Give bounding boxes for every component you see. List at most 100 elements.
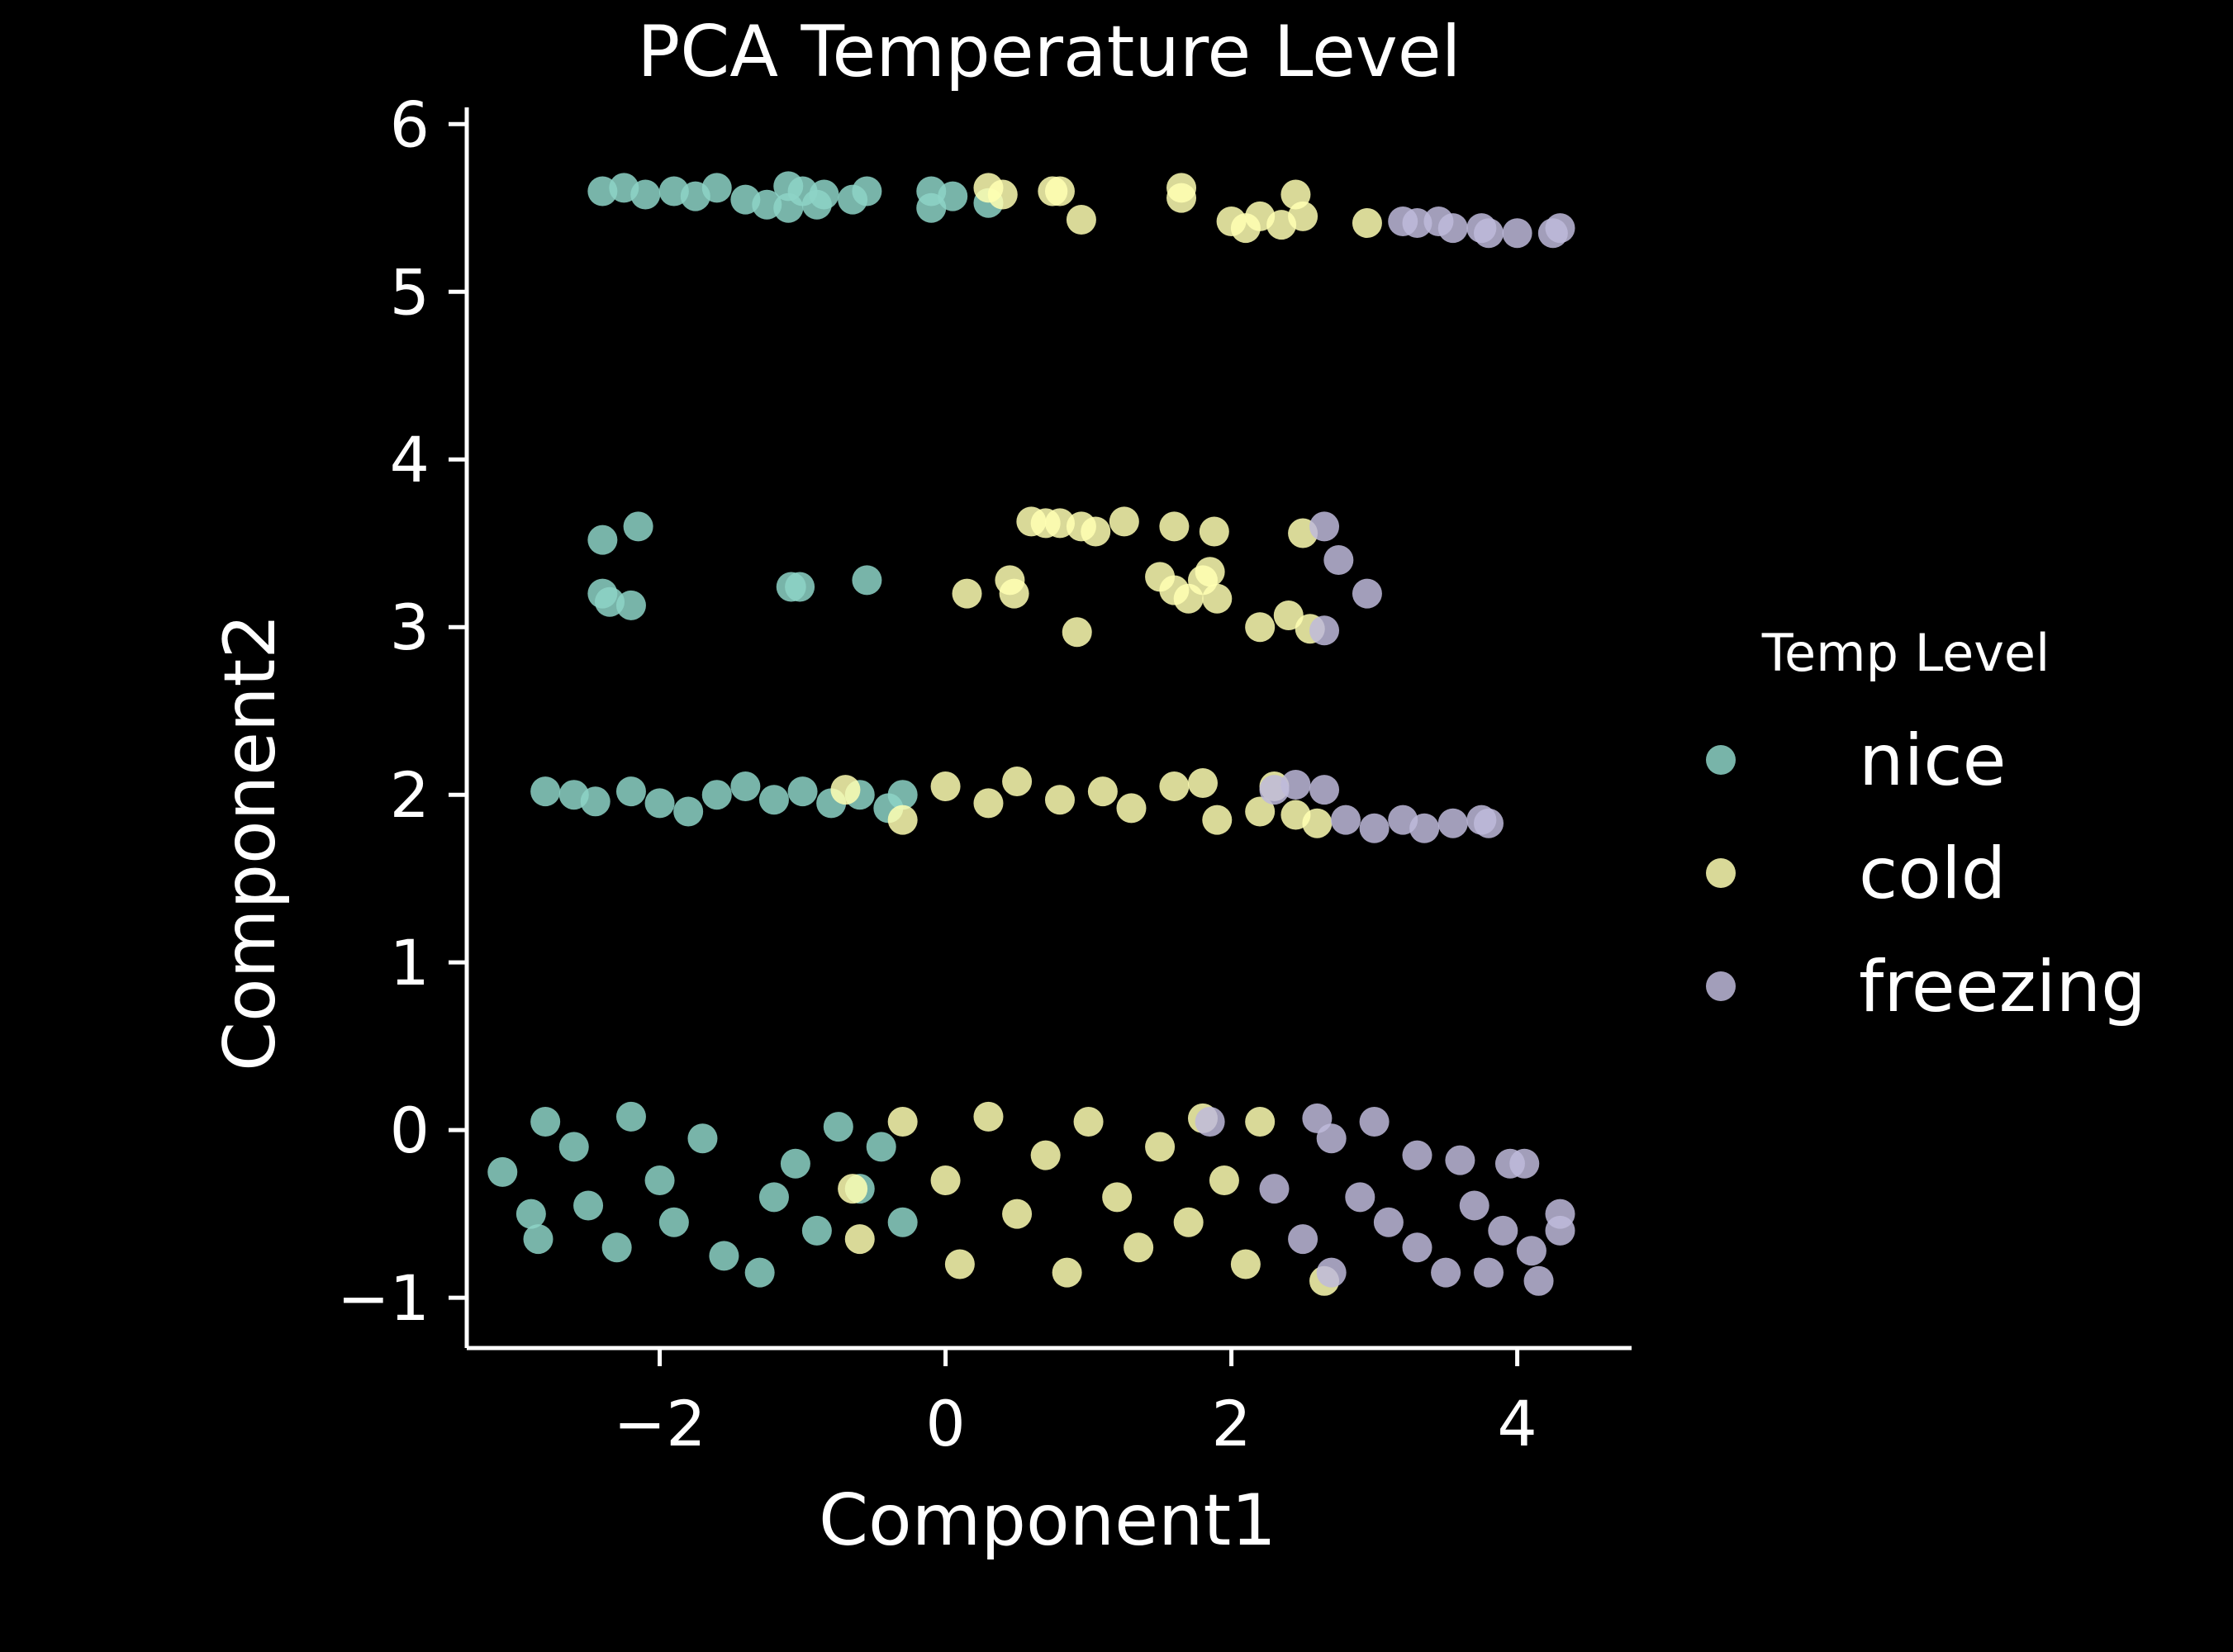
data-point-nice xyxy=(530,1106,561,1137)
data-point-freezing xyxy=(1323,545,1354,576)
data-point-nice xyxy=(601,1232,632,1263)
data-point-cold xyxy=(1195,557,1225,587)
data-point-cold xyxy=(1352,208,1382,239)
data-point-freezing xyxy=(1516,1236,1546,1266)
data-point-cold xyxy=(844,1224,875,1255)
data-point-cold xyxy=(1052,1257,1082,1288)
data-point-freezing xyxy=(1545,1215,1575,1246)
data-point-cold xyxy=(930,771,961,802)
y-tick-label: 3 xyxy=(390,591,430,664)
ticks: −1 0 1 2 3 4 5 6 −2 0 2 4 xyxy=(337,88,1537,1460)
data-point-cold xyxy=(1245,796,1276,827)
data-point-cold xyxy=(1245,1106,1276,1137)
data-point-freezing xyxy=(1373,1207,1404,1237)
data-point-nice xyxy=(744,1257,775,1288)
data-point-freezing xyxy=(1316,1257,1347,1288)
data-point-freezing xyxy=(1280,770,1311,800)
data-point-cold xyxy=(1073,1106,1104,1137)
legend-label-nice: nice xyxy=(1859,719,2007,802)
data-point-freezing xyxy=(1345,1182,1375,1213)
legend-marker-nice xyxy=(1706,745,1736,775)
data-point-freezing xyxy=(1431,1257,1461,1288)
data-point-nice xyxy=(644,788,675,819)
data-point-freezing xyxy=(1459,1190,1489,1221)
series-nice xyxy=(487,171,1004,1288)
data-point-freezing xyxy=(1359,813,1390,843)
data-point-nice xyxy=(801,189,832,220)
data-point-nice xyxy=(801,1215,832,1246)
data-point-freezing xyxy=(1473,218,1504,249)
data-point-nice xyxy=(615,1101,646,1132)
series-freezing xyxy=(1195,206,1575,1296)
data-point-freezing xyxy=(1309,511,1340,542)
legend-items: nice cold freezing xyxy=(1706,719,2146,1028)
data-point-cold xyxy=(838,1174,868,1204)
data-point-nice xyxy=(580,786,611,817)
data-point-cold xyxy=(1187,767,1218,798)
data-point-cold xyxy=(973,788,1004,819)
data-point-nice xyxy=(758,1182,789,1213)
data-point-nice xyxy=(887,1207,918,1237)
y-tick-label: 2 xyxy=(390,758,430,832)
data-point-freezing xyxy=(1359,1106,1390,1137)
x-tick-label: 0 xyxy=(925,1387,965,1460)
data-point-cold xyxy=(830,775,861,805)
data-point-freezing xyxy=(1473,1257,1504,1288)
data-point-freezing xyxy=(1545,213,1575,244)
x-tick-label: 2 xyxy=(1211,1387,1251,1460)
data-point-cold xyxy=(887,805,918,835)
data-point-cold xyxy=(1166,183,1197,213)
data-point-freezing xyxy=(1523,1265,1554,1296)
data-point-nice xyxy=(787,776,818,807)
data-point-cold xyxy=(1081,516,1111,547)
data-point-nice xyxy=(515,1199,546,1229)
data-point-nice xyxy=(701,173,732,203)
data-point-nice xyxy=(823,1112,853,1142)
data-point-nice xyxy=(916,192,947,223)
data-point-freezing xyxy=(1473,808,1504,838)
data-point-nice xyxy=(687,1123,718,1154)
data-point-cold xyxy=(1173,1207,1204,1237)
data-point-cold xyxy=(987,179,1018,210)
x-tick-label: 4 xyxy=(1497,1387,1537,1460)
data-point-freezing xyxy=(1402,1140,1432,1170)
data-point-cold xyxy=(973,1101,1004,1132)
data-point-freezing xyxy=(1330,805,1361,835)
data-point-nice xyxy=(658,1207,689,1237)
data-point-cold xyxy=(1044,785,1075,815)
data-point-cold xyxy=(1159,771,1190,802)
data-point-cold xyxy=(1124,1232,1154,1263)
data-point-nice xyxy=(780,1148,810,1179)
data-point-nice xyxy=(630,179,661,210)
data-point-nice xyxy=(785,572,815,602)
data-point-cold xyxy=(999,578,1029,609)
data-point-cold xyxy=(1002,1199,1033,1229)
data-point-cold xyxy=(887,1106,918,1137)
legend-label-freezing: freezing xyxy=(1859,946,2146,1028)
data-point-nice xyxy=(887,780,918,810)
data-point-cold xyxy=(1202,805,1233,835)
data-point-freezing xyxy=(1509,1148,1540,1179)
legend-marker-freezing xyxy=(1706,971,1736,1001)
y-tick-label: 6 xyxy=(390,88,430,161)
data-point-freezing xyxy=(1445,1145,1475,1175)
data-point-cold xyxy=(944,1249,975,1279)
data-point-freezing xyxy=(1488,1215,1518,1246)
data-point-nice xyxy=(701,780,732,810)
data-point-cold xyxy=(1145,1132,1176,1162)
data-point-freezing xyxy=(1309,775,1340,805)
x-tick-label: −2 xyxy=(614,1387,706,1460)
data-point-freezing xyxy=(1502,218,1532,249)
data-point-freezing xyxy=(1437,213,1468,244)
data-point-nice xyxy=(487,1156,518,1187)
series-cold xyxy=(830,173,1382,1296)
data-point-nice xyxy=(523,1224,553,1255)
data-point-freezing xyxy=(1437,808,1468,838)
data-point-nice xyxy=(615,590,646,620)
y-tick-label: 5 xyxy=(390,255,430,329)
x-axis-label: Component1 xyxy=(819,1479,1276,1562)
data-point-nice xyxy=(587,525,618,555)
data-point-cold xyxy=(1066,204,1096,235)
